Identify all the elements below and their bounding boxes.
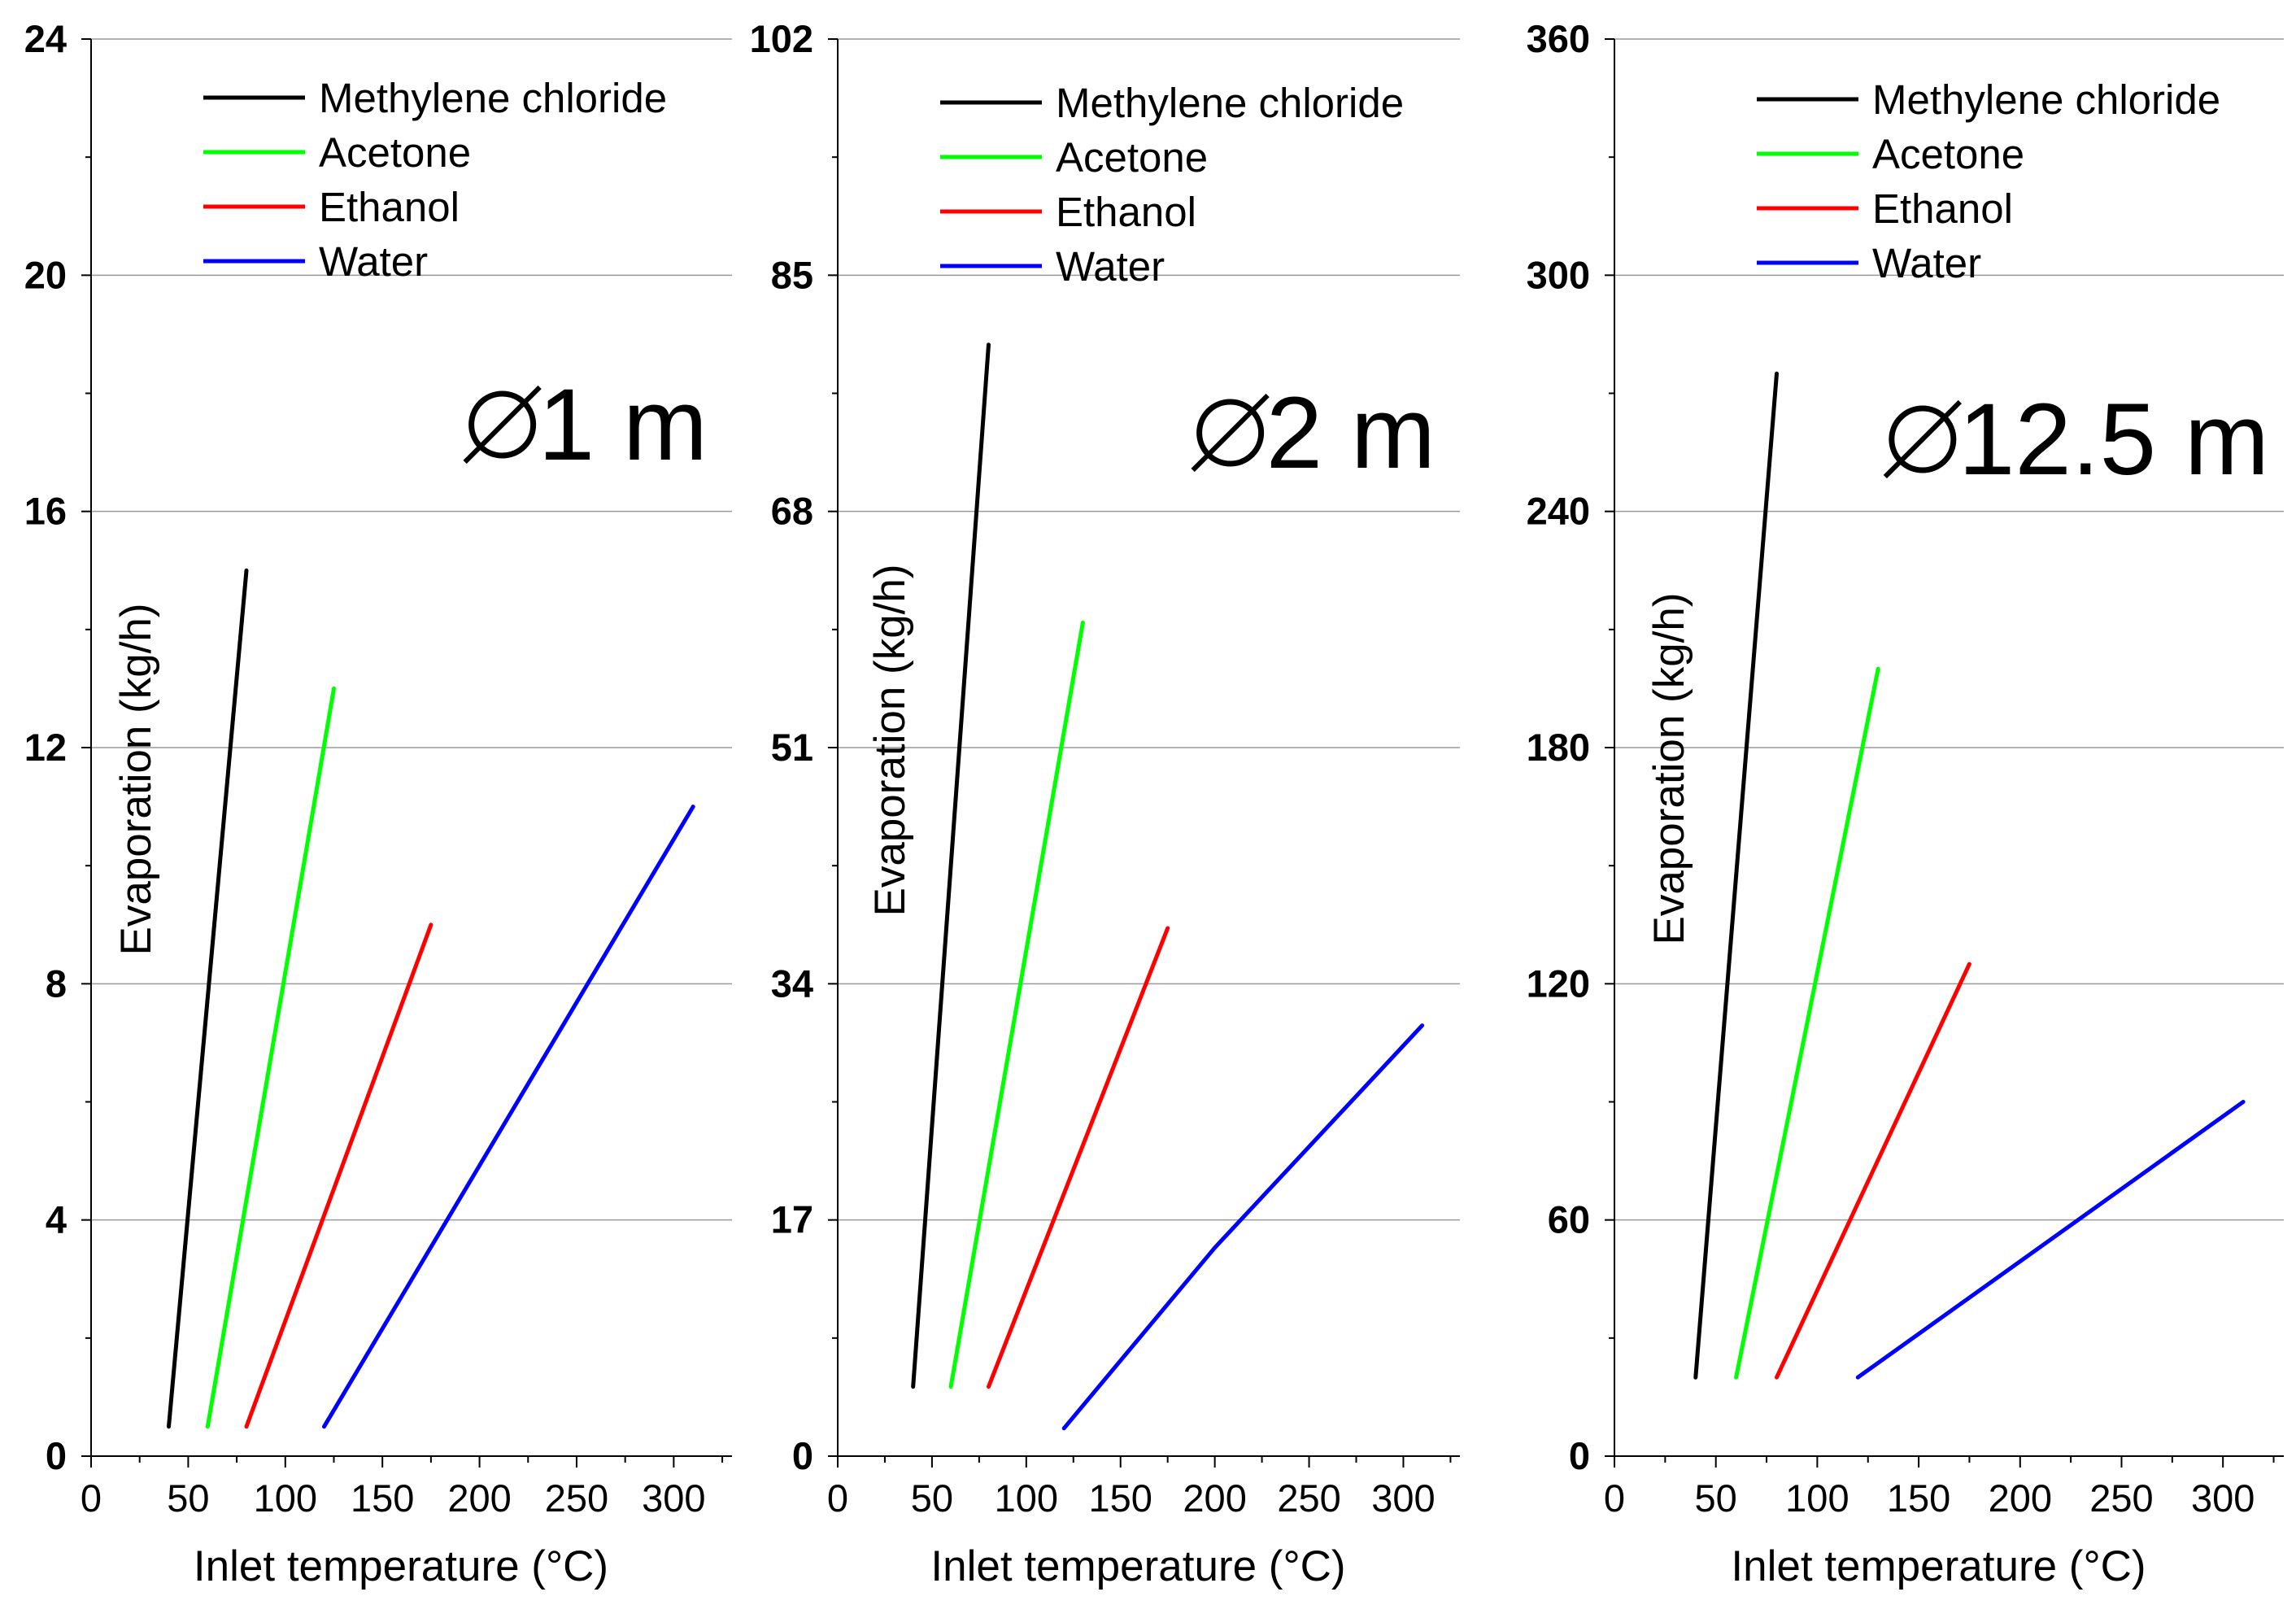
series-line-water [1061, 1023, 1425, 1431]
y-tick-label: 180 [1527, 726, 1590, 769]
series-line-water [1855, 1100, 2246, 1380]
legend-label: Water [1872, 240, 1981, 286]
y-tick-label: 17 [771, 1198, 813, 1241]
diameter-symbol-icon [1889, 405, 1957, 473]
legend-label: Ethanol [1872, 185, 2013, 232]
diameter-value: 1 m [538, 369, 708, 482]
y-tick-label: 8 [46, 962, 67, 1005]
legend-label: Acetone [319, 129, 471, 176]
legend: Methylene chloride Acetone Ethanol Water [203, 75, 667, 285]
legend: Methylene chloride Acetone Ethanol Water [940, 80, 1404, 290]
diameter-slash [463, 385, 542, 464]
legend-label: Methylene chloride [319, 75, 667, 121]
y-tick-label: 0 [46, 1434, 67, 1477]
diameter-symbol-icon [1196, 399, 1265, 467]
y-tick-label: 12 [24, 726, 67, 769]
series-line-water [322, 805, 695, 1429]
series-line-ethanol [244, 922, 433, 1429]
x-tick-label: 200 [1989, 1476, 2052, 1520]
diameter-slash [1883, 399, 1962, 479]
y-tick-label: 120 [1527, 962, 1590, 1005]
y-tick-label: 68 [771, 490, 813, 533]
series-line-ethanol [1775, 962, 1971, 1380]
x-tick-label: 200 [1183, 1476, 1246, 1520]
chart-panel-2: 0 17 34 51 68 85 102 0 50 100 150 200 250 300 Inlet te… [750, 17, 1460, 1590]
y-tick-label: 16 [24, 490, 67, 533]
x-tick-label: 150 [1887, 1476, 1950, 1520]
legend: Methylene chloride Acetone Ethanol Water [1757, 76, 2220, 286]
diameter-annotation: 2 m [1191, 377, 1436, 490]
x-tick-label: 200 [447, 1476, 511, 1520]
x-tick-label: 150 [1089, 1476, 1152, 1520]
series-line-methylene-chloride [1693, 371, 1779, 1380]
diameter-slash [1191, 393, 1270, 473]
x-tick-label: 50 [911, 1476, 953, 1520]
series-line-methylene-chloride [911, 342, 991, 1389]
y-tick-label: 4 [46, 1198, 67, 1241]
x-tick-label: 50 [167, 1476, 209, 1520]
x-axis-title: Inlet temperature (°C) [194, 1542, 608, 1590]
x-axis-title: Inlet temperature (°C) [930, 1542, 1345, 1590]
y-axis-title: Evaporation (kg/h) [112, 603, 160, 955]
legend-label: Water [319, 238, 428, 285]
y-tick-label: 34 [771, 962, 813, 1005]
x-tick-label: 250 [545, 1476, 608, 1520]
x-tick-label: 150 [351, 1476, 414, 1520]
series-line-acetone [205, 686, 336, 1429]
legend-label: Methylene chloride [1872, 76, 2220, 123]
legend-label: Acetone [1872, 131, 2024, 177]
chart-panel-3: 0 60 120 180 240 300 360 0 50 100 150 200 250 300 Inle… [1527, 17, 2284, 1590]
y-tick-label: 102 [750, 17, 813, 60]
y-axis-title: Evaporation (kg/h) [866, 564, 914, 916]
y-tick-label: 24 [24, 17, 67, 60]
x-tick-label: 300 [642, 1476, 705, 1520]
x-tick-label: 300 [1371, 1476, 1435, 1520]
x-tick-label: 100 [254, 1476, 317, 1520]
legend-label: Methylene chloride [1056, 80, 1404, 126]
series-line-acetone [1734, 666, 1880, 1380]
x-tick-label: 100 [995, 1476, 1058, 1520]
legend-label: Water [1056, 243, 1165, 290]
series-line-acetone [948, 620, 1085, 1389]
x-tick-label: 0 [81, 1476, 102, 1520]
x-tick-label: 100 [1785, 1476, 1849, 1520]
y-axis-title: Evaporation (kg/h) [1645, 592, 1693, 944]
x-axis-title: Inlet temperature (°C) [1731, 1542, 2146, 1590]
legend-label: Acetone [1056, 134, 1208, 181]
y-tick-label: 20 [24, 253, 67, 296]
series-line-methylene-chloride [167, 568, 249, 1429]
y-tick-label: 85 [771, 253, 813, 296]
y-tick-label: 0 [1569, 1434, 1590, 1477]
x-tick-label: 0 [827, 1476, 848, 1520]
y-tick-label: 51 [771, 726, 813, 769]
chart-panel-1: 0 4 8 12 16 20 24 0 50 100 150 200 250 300 Inlet tempe… [24, 17, 732, 1590]
legend-label: Ethanol [319, 184, 460, 230]
x-tick-label: 0 [1604, 1476, 1625, 1520]
y-tick-label: 60 [1548, 1198, 1590, 1241]
x-tick-label: 300 [2191, 1476, 2255, 1520]
diameter-symbol-icon [468, 390, 537, 459]
x-tick-label: 250 [2089, 1476, 2153, 1520]
legend-label: Ethanol [1056, 189, 1196, 235]
y-tick-label: 300 [1527, 253, 1590, 296]
diameter-annotation: 1 m [463, 369, 708, 482]
diameter-annotation: 12.5 m [1883, 383, 2269, 496]
series-line-ethanol [987, 926, 1170, 1389]
x-tick-label: 50 [1695, 1476, 1737, 1520]
y-tick-label: 240 [1527, 490, 1590, 533]
y-tick-label: 360 [1527, 17, 1590, 60]
x-tick-label: 250 [1277, 1476, 1340, 1520]
diameter-value: 12.5 m [1958, 383, 2269, 496]
y-tick-label: 0 [792, 1434, 813, 1477]
diameter-value: 2 m [1266, 377, 1436, 490]
